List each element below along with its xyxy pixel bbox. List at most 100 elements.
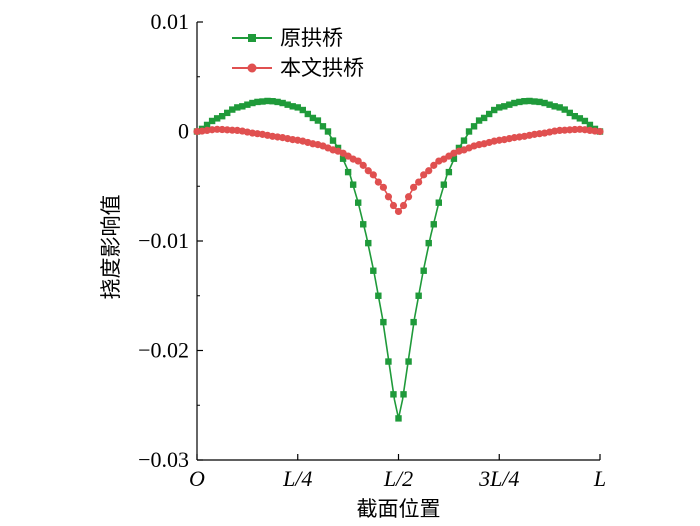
- series-1-point: [324, 128, 332, 135]
- series-1-point: [435, 199, 442, 206]
- series-2-point: [369, 171, 377, 179]
- x-tick-label: L/2: [383, 466, 413, 491]
- series-2-point: [384, 193, 393, 201]
- series-1-point: [244, 101, 251, 108]
- series-1-point: [370, 267, 377, 274]
- series-1-point: [208, 117, 216, 125]
- series-1-point: [450, 155, 458, 162]
- series-1-point: [531, 98, 538, 105]
- series-1-point: [375, 292, 382, 299]
- series-1-point: [556, 104, 563, 111]
- series-1-point: [259, 98, 266, 105]
- series-1-point: [385, 358, 392, 365]
- series-1-point: [229, 106, 236, 113]
- series-1-point: [460, 137, 468, 144]
- series-1-point: [496, 104, 503, 111]
- x-tick-label: L: [593, 466, 606, 491]
- series-1-point: [410, 318, 417, 326]
- series-1-point: [355, 199, 362, 206]
- series-1-point: [274, 98, 281, 106]
- y-tick-label: 0: [178, 119, 189, 144]
- series-2-point: [379, 183, 387, 191]
- series-1-point: [294, 104, 301, 111]
- series-1-point: [304, 110, 312, 118]
- y-tick-label: 0.01: [151, 9, 190, 34]
- series-1-point: [224, 109, 231, 117]
- series-1-point: [536, 98, 543, 106]
- series-1-point: [581, 117, 589, 125]
- series-1-point: [299, 106, 306, 114]
- series-1-point: [425, 239, 432, 247]
- series-1-point: [314, 117, 322, 124]
- x-tick-label: 3L/4: [478, 466, 519, 491]
- series-1-point: [420, 267, 427, 274]
- series-1-point: [269, 98, 276, 105]
- series-2-point: [556, 126, 564, 135]
- series-1-point: [405, 358, 412, 365]
- series-1-point: [561, 106, 568, 113]
- series-1-point: [491, 106, 498, 114]
- series-1-point: [506, 101, 513, 108]
- series-2-point: [425, 167, 433, 175]
- series-2-point: [571, 125, 579, 134]
- series-1-point: [249, 99, 256, 107]
- series-1-point: [551, 103, 558, 110]
- series-2-point: [430, 161, 438, 169]
- series-1-point: [349, 181, 357, 188]
- series-1-point: [284, 101, 291, 108]
- y-tick-label: −0.01: [138, 228, 189, 253]
- series-1-point: [430, 221, 437, 228]
- x-tick-label: O: [189, 466, 205, 491]
- legend-marker-square: [248, 34, 256, 42]
- series-2-point: [399, 201, 408, 210]
- series-2-point: [404, 193, 413, 201]
- series-2-point: [374, 178, 382, 186]
- series-1-point: [501, 103, 508, 110]
- series-1-point: [586, 121, 594, 129]
- y-axis-title: 挠度影响值: [99, 195, 123, 300]
- series-1-point: [526, 97, 533, 105]
- series-1-point: [365, 239, 372, 247]
- series-1-point: [480, 114, 488, 122]
- series-1-point: [234, 104, 241, 111]
- x-tick-label: L/4: [282, 466, 312, 491]
- series-2-point: [415, 178, 423, 186]
- series-1-point: [203, 121, 211, 129]
- series-2-point: [354, 157, 362, 165]
- series-1-point: [264, 97, 271, 105]
- y-tick-label: −0.02: [138, 338, 189, 363]
- series-1-point: [445, 168, 453, 176]
- series-1-point: [213, 115, 221, 122]
- series-1-point: [380, 318, 387, 326]
- series-1-point: [319, 123, 327, 130]
- series-1-point: [254, 98, 261, 106]
- series-1-point: [329, 137, 337, 144]
- series-1-point: [571, 112, 579, 120]
- series-1-point: [475, 117, 483, 124]
- series-2-point: [359, 161, 367, 169]
- series-2-point: [389, 201, 398, 210]
- series-2-point: [420, 171, 428, 179]
- series-1-point: [521, 98, 528, 105]
- series-1-point: [470, 123, 478, 130]
- y-tick-label: −0.03: [138, 447, 189, 472]
- legend-label-1: 原拱桥: [280, 26, 343, 50]
- series-2-point: [213, 125, 221, 133]
- series-1-point: [239, 103, 246, 110]
- series-1-point: [440, 181, 448, 188]
- series-1-point: [576, 115, 584, 122]
- series-line-2: [196, 128, 601, 213]
- series-2-point: [410, 183, 418, 191]
- series-1-point: [415, 292, 422, 299]
- legend-marker-circle: [247, 63, 257, 73]
- legend-label-2: 本文拱桥: [280, 56, 364, 80]
- series-1-point: [541, 99, 548, 107]
- series-2-point: [394, 207, 403, 216]
- series-1-point: [218, 112, 226, 120]
- series-1-point: [289, 103, 296, 110]
- series-1-point: [485, 110, 493, 118]
- series-1-point: [279, 99, 286, 107]
- series-1-point: [390, 391, 397, 398]
- series-1-point: [309, 114, 317, 122]
